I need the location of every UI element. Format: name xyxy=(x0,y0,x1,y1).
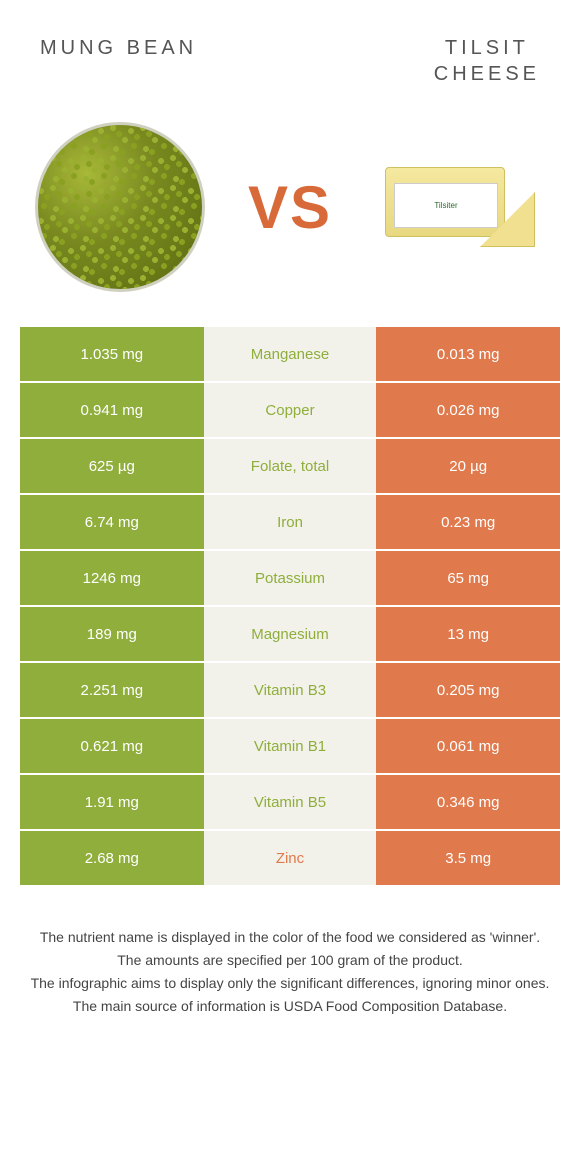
nutrient-name: Potassium xyxy=(204,551,377,605)
nutrient-name: Manganese xyxy=(204,327,377,381)
table-row: 0.941 mgCopper0.026 mg xyxy=(20,383,560,439)
title-left: MUNG BEAN xyxy=(40,35,197,87)
table-row: 0.621 mgVitamin B10.061 mg xyxy=(20,719,560,775)
hero-row: VS Tilsiter xyxy=(0,107,580,327)
left-value: 1246 mg xyxy=(20,551,204,605)
right-value: 0.013 mg xyxy=(376,327,560,381)
footer-line: The amounts are specified per 100 gram o… xyxy=(30,950,550,971)
comparison-table: 1.035 mgManganese0.013 mg0.941 mgCopper0… xyxy=(20,327,560,887)
footer-notes: The nutrient name is displayed in the co… xyxy=(0,887,580,1017)
tilsit-cheese-image: Tilsiter xyxy=(370,117,550,297)
nutrient-name: Zinc xyxy=(204,831,377,885)
vs-label: VS xyxy=(248,173,332,242)
nutrient-name: Vitamin B1 xyxy=(204,719,377,773)
right-value: 0.346 mg xyxy=(376,775,560,829)
nutrient-name: Vitamin B3 xyxy=(204,663,377,717)
nutrient-name: Magnesium xyxy=(204,607,377,661)
mung-bean-image xyxy=(30,117,210,297)
footer-line: The nutrient name is displayed in the co… xyxy=(30,927,550,948)
nutrient-name: Folate, total xyxy=(204,439,377,493)
table-row: 625 µgFolate, total20 µg xyxy=(20,439,560,495)
right-value: 0.205 mg xyxy=(376,663,560,717)
table-row: 2.68 mgZinc3.5 mg xyxy=(20,831,560,887)
table-row: 6.74 mgIron0.23 mg xyxy=(20,495,560,551)
right-value: 65 mg xyxy=(376,551,560,605)
right-value: 20 µg xyxy=(376,439,560,493)
left-value: 625 µg xyxy=(20,439,204,493)
footer-line: The main source of information is USDA F… xyxy=(30,996,550,1017)
right-value: 3.5 mg xyxy=(376,831,560,885)
table-row: 1.91 mgVitamin B50.346 mg xyxy=(20,775,560,831)
right-value: 13 mg xyxy=(376,607,560,661)
left-value: 0.621 mg xyxy=(20,719,204,773)
left-value: 1.035 mg xyxy=(20,327,204,381)
left-value: 2.251 mg xyxy=(20,663,204,717)
left-value: 6.74 mg xyxy=(20,495,204,549)
right-value: 0.061 mg xyxy=(376,719,560,773)
header: MUNG BEAN TILSIT CHEESE xyxy=(0,0,580,107)
left-value: 0.941 mg xyxy=(20,383,204,437)
nutrient-name: Vitamin B5 xyxy=(204,775,377,829)
left-value: 189 mg xyxy=(20,607,204,661)
footer-line: The infographic aims to display only the… xyxy=(30,973,550,994)
title-right: TILSIT CHEESE xyxy=(434,35,540,87)
right-value: 0.23 mg xyxy=(376,495,560,549)
table-row: 189 mgMagnesium13 mg xyxy=(20,607,560,663)
left-value: 2.68 mg xyxy=(20,831,204,885)
nutrient-name: Iron xyxy=(204,495,377,549)
nutrient-name: Copper xyxy=(204,383,377,437)
table-row: 1246 mgPotassium65 mg xyxy=(20,551,560,607)
right-value: 0.026 mg xyxy=(376,383,560,437)
table-row: 1.035 mgManganese0.013 mg xyxy=(20,327,560,383)
left-value: 1.91 mg xyxy=(20,775,204,829)
table-row: 2.251 mgVitamin B30.205 mg xyxy=(20,663,560,719)
